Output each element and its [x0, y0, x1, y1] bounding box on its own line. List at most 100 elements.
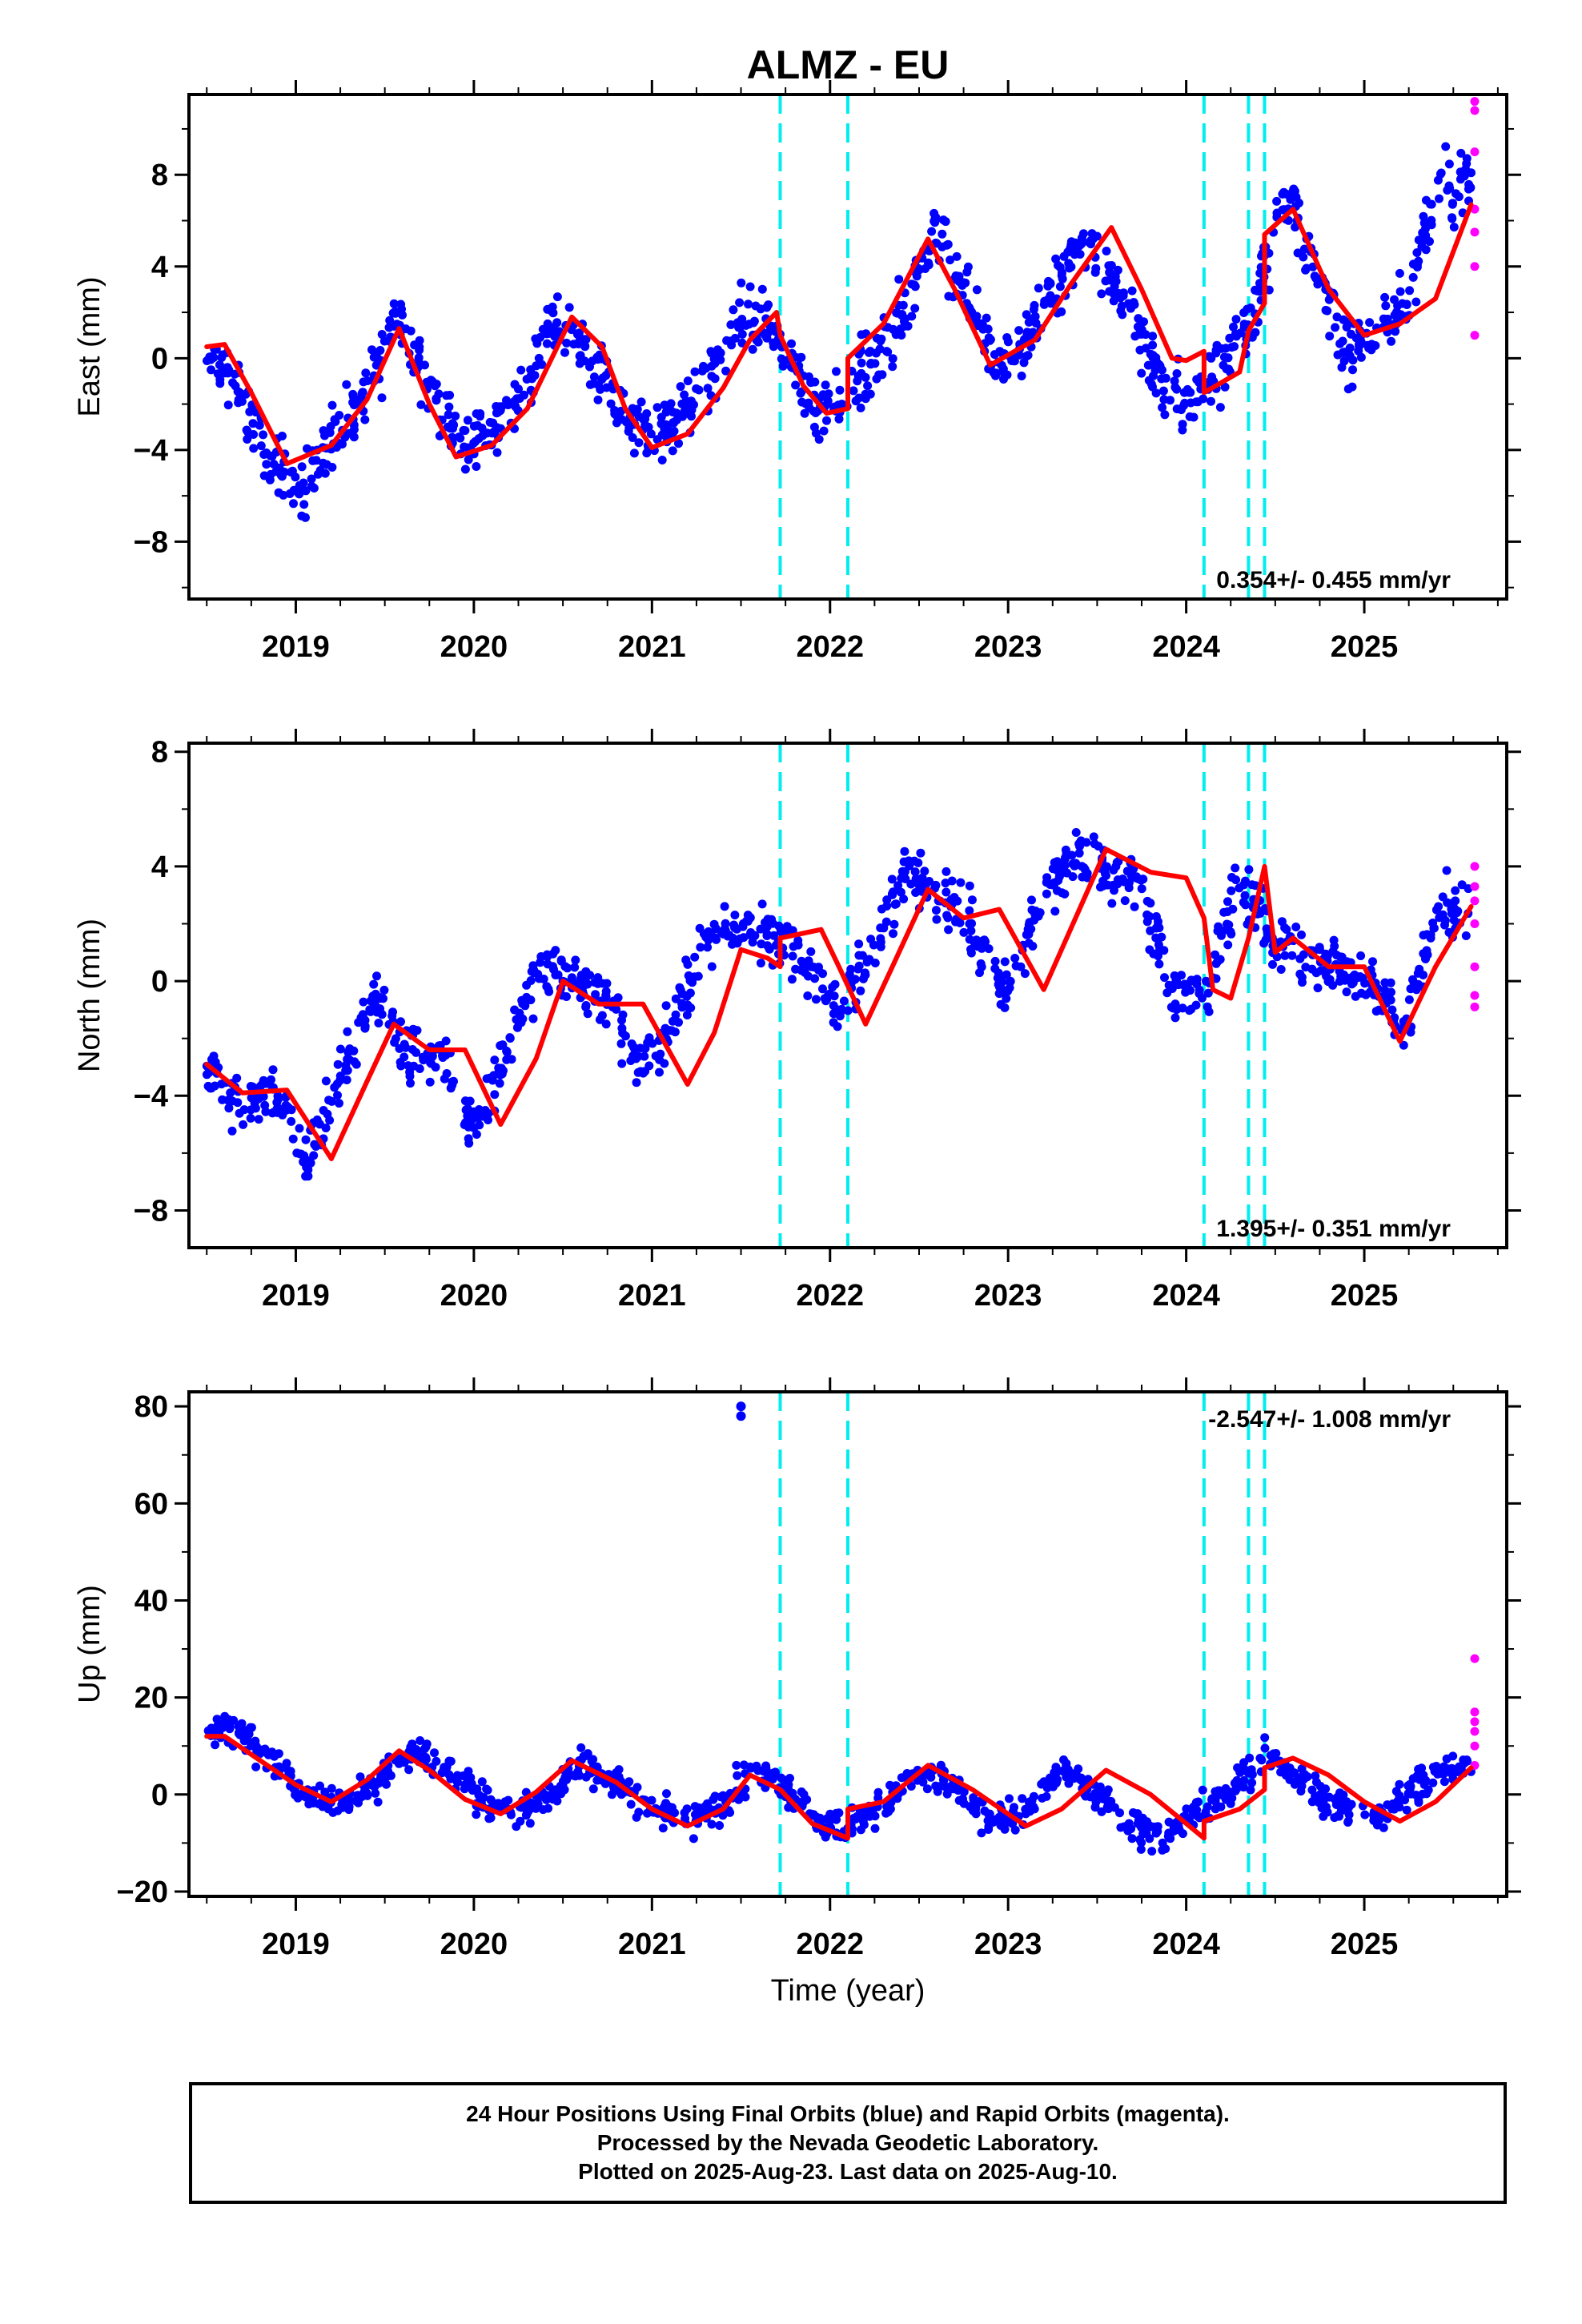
final-point	[223, 1096, 233, 1105]
final-point	[307, 474, 316, 484]
final-point	[829, 991, 839, 1001]
final-point	[510, 396, 520, 406]
final-point	[861, 970, 870, 979]
final-point	[854, 961, 864, 971]
final-point	[341, 1799, 351, 1809]
final-point	[1380, 292, 1390, 302]
final-point	[1282, 925, 1291, 935]
final-point	[1194, 1797, 1203, 1807]
y-axis-label: Up (mm)	[73, 1585, 106, 1703]
rapid-point-2	[1470, 106, 1480, 115]
final-point	[904, 856, 913, 866]
final-point	[469, 1123, 479, 1132]
final-point	[1160, 973, 1169, 983]
final-point	[938, 229, 947, 239]
final-point	[1216, 1802, 1226, 1811]
final-point	[1105, 267, 1114, 277]
xtick-label: 2021	[618, 630, 686, 664]
final-point	[529, 968, 539, 978]
final-point	[225, 1723, 235, 1732]
final-point	[525, 1819, 535, 1828]
final-point	[1006, 976, 1015, 986]
panel-1: −8 −4 0 4 8 2019 2020 2021 2022 2023 2024 2025 East …	[73, 42, 1521, 664]
final-point	[528, 961, 538, 971]
plot-area	[202, 743, 1480, 1248]
final-point	[729, 305, 738, 315]
final-point	[1355, 972, 1365, 981]
final-point	[248, 419, 258, 428]
rapid-point-3	[1470, 147, 1480, 157]
final-point	[1222, 364, 1231, 374]
final-point	[888, 354, 897, 364]
final-point	[924, 258, 933, 267]
final-point	[1160, 410, 1170, 420]
final-point	[246, 1105, 255, 1115]
final-point	[591, 990, 600, 999]
final-point	[1195, 1813, 1204, 1823]
final-point	[1202, 976, 1211, 986]
final-point	[1068, 872, 1078, 882]
final-point	[1227, 1793, 1237, 1803]
final-point	[936, 1760, 946, 1770]
final-point	[944, 925, 954, 935]
final-point	[1002, 994, 1011, 1003]
xtick-label: 2019	[262, 1279, 330, 1313]
final-point	[1260, 1733, 1270, 1743]
final-point	[835, 385, 845, 395]
final-point	[959, 927, 969, 937]
ytick-label: 8	[151, 736, 168, 770]
final-point	[1185, 1006, 1195, 1015]
final-point	[490, 1090, 500, 1100]
final-point	[373, 1797, 383, 1807]
final-point	[581, 1772, 591, 1782]
ytick-label: 60	[135, 1487, 168, 1521]
final-point	[1150, 363, 1160, 372]
final-point	[1139, 317, 1148, 327]
final-point	[671, 1010, 681, 1019]
final-point	[721, 366, 731, 376]
final-point	[1104, 1803, 1114, 1812]
final-point	[989, 1817, 998, 1827]
final-point	[327, 1096, 336, 1106]
final-point	[1224, 920, 1234, 930]
final-point	[897, 866, 907, 876]
final-point	[985, 1809, 994, 1819]
final-point	[640, 414, 650, 424]
final-point	[342, 1076, 351, 1084]
ytick-label: 40	[135, 1584, 168, 1618]
final-point	[1276, 965, 1286, 974]
final-point	[1387, 987, 1395, 997]
final-point	[528, 1014, 538, 1023]
final-point	[1364, 344, 1374, 353]
final-point	[1124, 883, 1134, 893]
final-point	[1003, 987, 1013, 996]
final-point	[1251, 328, 1260, 337]
final-point	[745, 320, 754, 329]
final-point	[687, 412, 696, 421]
final-point	[806, 947, 816, 956]
final-point	[690, 952, 700, 962]
final-point	[589, 372, 599, 382]
final-point	[418, 1052, 428, 1062]
panel-2: −8 −4 0 4 8 2019 2020 2021 2022 2023 2024 2025 North…	[73, 729, 1521, 1313]
final-point	[833, 1022, 842, 1031]
final-point	[1074, 241, 1084, 251]
final-point	[1142, 1828, 1151, 1838]
final-point	[462, 1104, 472, 1114]
final-point	[502, 1046, 512, 1055]
final-point	[484, 1116, 492, 1124]
final-point	[239, 1105, 249, 1115]
final-point	[472, 462, 481, 471]
final-point	[910, 304, 920, 313]
final-point	[1229, 322, 1238, 332]
final-point	[1079, 863, 1089, 872]
final-point	[1432, 1767, 1442, 1776]
final-point	[369, 979, 379, 989]
final-point	[628, 433, 637, 442]
final-point	[1239, 1775, 1249, 1785]
final-point	[243, 435, 252, 444]
final-point	[661, 421, 670, 431]
final-point	[358, 1010, 367, 1019]
final-point	[1227, 873, 1236, 882]
